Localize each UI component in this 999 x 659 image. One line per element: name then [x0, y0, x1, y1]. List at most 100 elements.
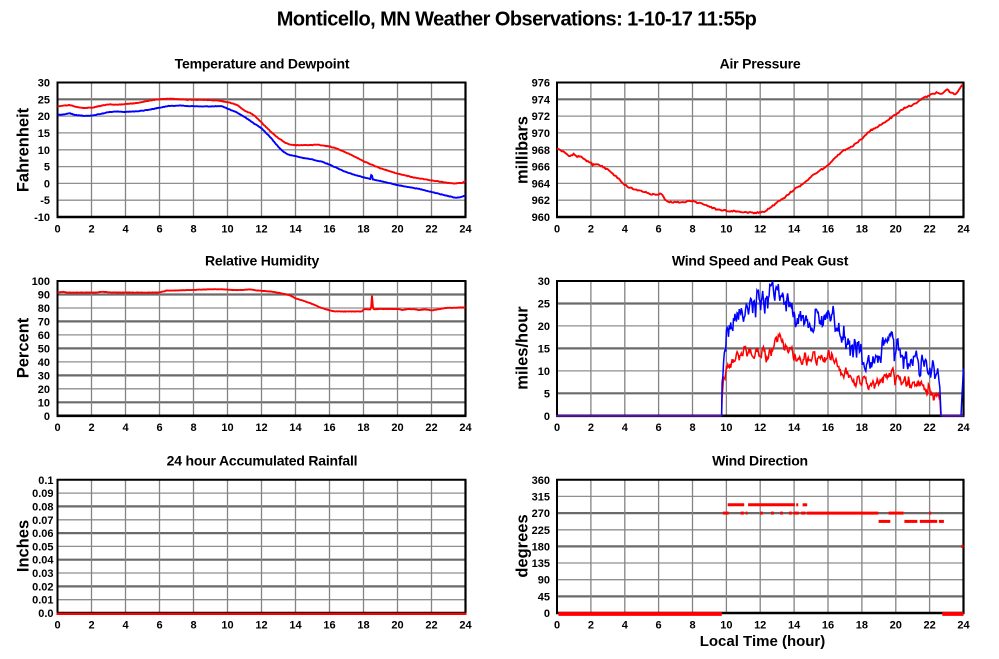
- svg-text:10: 10: [221, 620, 233, 632]
- svg-text:Temperature and Dewpoint: Temperature and Dewpoint: [175, 56, 350, 72]
- svg-text:90: 90: [538, 575, 550, 587]
- svg-text:14: 14: [289, 620, 302, 632]
- svg-text:2: 2: [588, 422, 594, 434]
- svg-text:12: 12: [255, 422, 267, 434]
- svg-text:18: 18: [357, 620, 369, 632]
- svg-text:14: 14: [788, 422, 801, 434]
- svg-text:4: 4: [122, 422, 129, 434]
- svg-text:0.05: 0.05: [32, 541, 53, 553]
- svg-text:10: 10: [720, 620, 732, 632]
- svg-text:6: 6: [156, 620, 162, 632]
- svg-text:8: 8: [689, 224, 695, 236]
- svg-text:20: 20: [38, 384, 50, 396]
- svg-text:0.07: 0.07: [32, 515, 53, 527]
- svg-text:18: 18: [357, 224, 369, 236]
- svg-text:976: 976: [532, 78, 550, 90]
- svg-text:4: 4: [622, 422, 629, 434]
- svg-text:16: 16: [323, 422, 335, 434]
- svg-text:8: 8: [190, 620, 196, 632]
- svg-text:16: 16: [323, 620, 335, 632]
- svg-text:4: 4: [122, 620, 129, 632]
- svg-text:10: 10: [538, 366, 550, 378]
- svg-text:315: 315: [532, 491, 550, 503]
- svg-text:0.03: 0.03: [32, 568, 53, 580]
- svg-text:0.04: 0.04: [32, 555, 54, 567]
- svg-text:50: 50: [38, 343, 50, 355]
- svg-text:24 hour Accumulated Rainfall: 24 hour Accumulated Rainfall: [167, 453, 358, 469]
- svg-text:16: 16: [822, 224, 834, 236]
- svg-text:30: 30: [38, 78, 50, 90]
- svg-text:20: 20: [890, 620, 902, 632]
- svg-text:0: 0: [544, 411, 550, 423]
- svg-text:10: 10: [38, 145, 50, 157]
- svg-text:12: 12: [754, 224, 766, 236]
- svg-text:22: 22: [425, 620, 437, 632]
- svg-text:18: 18: [856, 422, 868, 434]
- svg-text:Monticello, MN Weather Observa: Monticello, MN Weather Observations: 1-1…: [277, 9, 757, 31]
- svg-text:0: 0: [44, 411, 50, 423]
- svg-text:15: 15: [38, 128, 50, 140]
- svg-text:60: 60: [38, 330, 50, 342]
- svg-text:10: 10: [221, 422, 233, 434]
- svg-text:0: 0: [554, 422, 560, 434]
- svg-text:45: 45: [538, 591, 550, 603]
- svg-text:10: 10: [720, 422, 732, 434]
- svg-text:270: 270: [532, 508, 550, 520]
- svg-text:Local Time (hour): Local Time (hour): [700, 633, 826, 650]
- svg-text:16: 16: [822, 422, 834, 434]
- svg-text:4: 4: [122, 224, 129, 236]
- svg-text:Fahrenheit: Fahrenheit: [15, 107, 33, 192]
- svg-text:8: 8: [689, 620, 695, 632]
- svg-text:5: 5: [44, 162, 50, 174]
- svg-text:12: 12: [754, 422, 766, 434]
- svg-text:0: 0: [54, 224, 60, 236]
- svg-text:0.02: 0.02: [32, 581, 53, 593]
- svg-text:966: 966: [532, 162, 550, 174]
- svg-text:964: 964: [532, 178, 551, 190]
- svg-text:20: 20: [890, 224, 902, 236]
- svg-text:14: 14: [289, 422, 302, 434]
- svg-text:70: 70: [38, 316, 50, 328]
- svg-text:2: 2: [88, 620, 94, 632]
- svg-text:22: 22: [425, 422, 437, 434]
- svg-text:20: 20: [391, 422, 403, 434]
- svg-text:6: 6: [156, 224, 162, 236]
- svg-text:14: 14: [289, 224, 302, 236]
- svg-text:135: 135: [532, 558, 550, 570]
- svg-text:18: 18: [357, 422, 369, 434]
- svg-text:0: 0: [544, 608, 550, 620]
- svg-text:8: 8: [689, 422, 695, 434]
- svg-text:-5: -5: [40, 195, 50, 207]
- svg-text:15: 15: [538, 343, 550, 355]
- svg-text:24: 24: [957, 620, 970, 632]
- svg-text:970: 970: [532, 128, 550, 140]
- svg-text:4: 4: [622, 224, 629, 236]
- svg-text:2: 2: [588, 224, 594, 236]
- svg-text:10: 10: [221, 224, 233, 236]
- svg-text:0: 0: [44, 178, 50, 190]
- svg-text:miles/hour: miles/hour: [514, 306, 532, 390]
- svg-text:0.08: 0.08: [32, 501, 53, 513]
- svg-text:24: 24: [459, 620, 472, 632]
- svg-text:22: 22: [923, 422, 935, 434]
- svg-text:80: 80: [38, 303, 50, 315]
- svg-text:18: 18: [856, 620, 868, 632]
- svg-text:22: 22: [923, 224, 935, 236]
- svg-text:972: 972: [532, 111, 550, 123]
- svg-text:14: 14: [788, 224, 801, 236]
- svg-text:962: 962: [532, 195, 550, 207]
- svg-text:2: 2: [88, 224, 94, 236]
- svg-text:Wind Direction: Wind Direction: [712, 453, 808, 469]
- svg-text:18: 18: [856, 224, 868, 236]
- svg-text:960: 960: [532, 212, 550, 224]
- svg-text:24: 24: [957, 224, 970, 236]
- svg-text:24: 24: [459, 422, 472, 434]
- svg-text:12: 12: [255, 620, 267, 632]
- svg-text:0.06: 0.06: [32, 528, 53, 540]
- svg-text:Inches: Inches: [15, 520, 33, 572]
- svg-text:-10: -10: [34, 212, 50, 224]
- svg-text:0: 0: [54, 422, 60, 434]
- svg-text:24: 24: [957, 422, 970, 434]
- svg-text:14: 14: [788, 620, 801, 632]
- svg-text:0.1: 0.1: [38, 475, 53, 487]
